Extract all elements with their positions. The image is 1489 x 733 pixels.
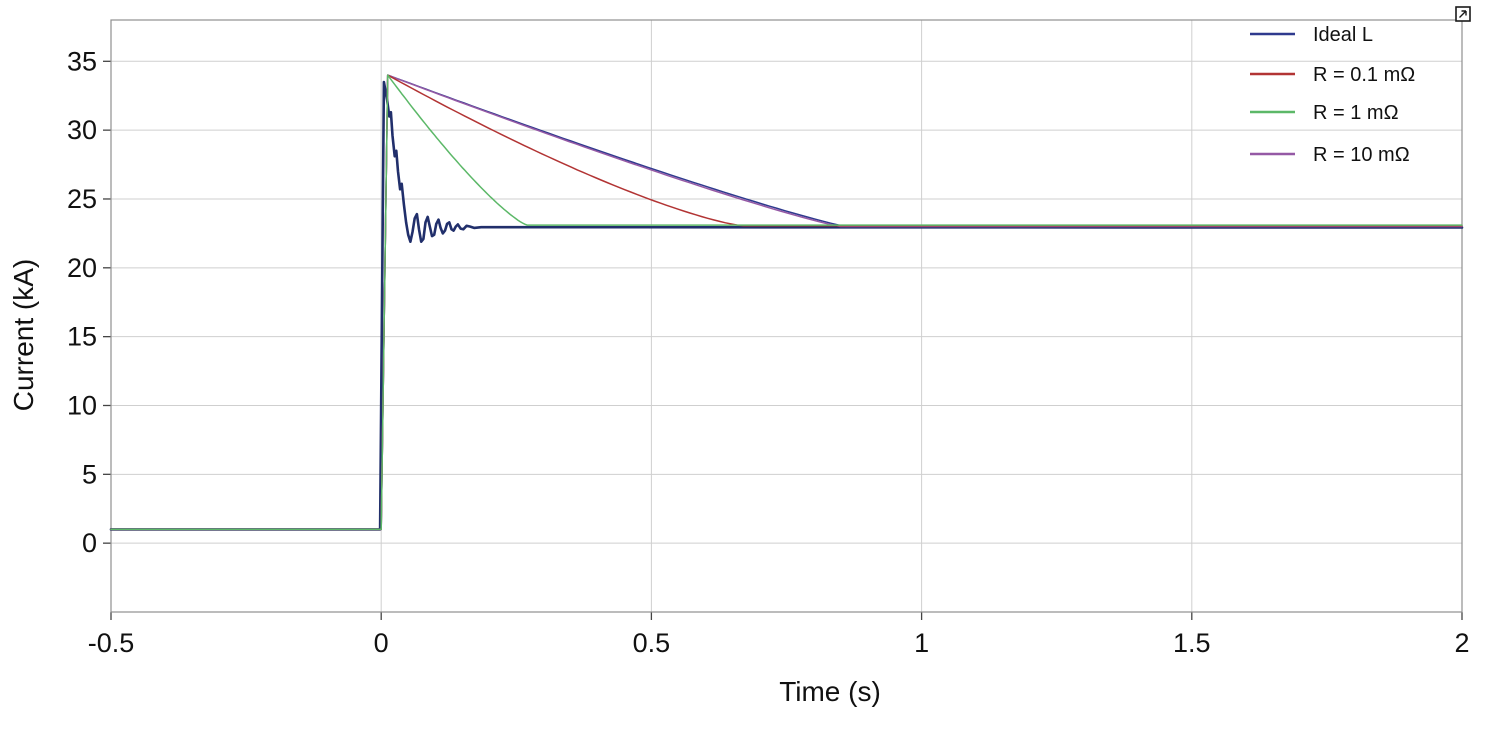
legend-label: R = 0.1 mΩ xyxy=(1313,64,1415,86)
series-line-r-1-m- xyxy=(110,74,1463,531)
legend-label: R = 1 mΩ xyxy=(1313,102,1399,124)
x-tick-label: -0.5 xyxy=(88,628,135,658)
y-tick-label: 25 xyxy=(67,184,97,214)
legend-item: R = 0.1 mΩ xyxy=(1250,64,1415,86)
y-tick-label: 20 xyxy=(67,253,97,283)
legend-item: Ideal L xyxy=(1250,24,1373,46)
legend-item: R = 1 mΩ xyxy=(1250,102,1399,124)
y-tick-label: 0 xyxy=(82,528,97,558)
legend: Ideal L R = 0.1 mΩ R = 1 mΩ R = 10 mΩ xyxy=(1250,24,1415,166)
x-tick-label: 2 xyxy=(1454,628,1469,658)
plot-border xyxy=(110,19,1463,613)
series-line-r-10-m- xyxy=(110,74,1463,531)
y-tick-label: 5 xyxy=(82,459,97,489)
y-axis-label: Current (kA) xyxy=(8,259,39,411)
series-line-r-0-1-m- xyxy=(110,74,1463,531)
x-tick-label: 0 xyxy=(374,628,389,658)
legend-label: R = 10 mΩ xyxy=(1313,144,1410,166)
y-tick-label: 35 xyxy=(67,46,97,76)
series-line-ideal-l xyxy=(110,74,1463,531)
legend-item: R = 10 mΩ xyxy=(1250,144,1410,166)
legend-label: Ideal L xyxy=(1313,24,1373,46)
y-tick-label: 30 xyxy=(67,115,97,145)
axis-ticks xyxy=(103,60,1463,620)
series-lines xyxy=(109,74,1464,531)
x-tick-label: 1 xyxy=(914,628,929,658)
x-tick-label: 1.5 xyxy=(1173,628,1211,658)
series-line-response xyxy=(109,80,1464,531)
y-tick-label: 10 xyxy=(67,390,97,420)
x-axis-label: Time (s) xyxy=(779,676,881,707)
popout-icon[interactable] xyxy=(1455,6,1471,22)
y-tick-label: 15 xyxy=(67,322,97,352)
gridlines xyxy=(111,20,1462,612)
x-tick-label: 0.5 xyxy=(633,628,671,658)
